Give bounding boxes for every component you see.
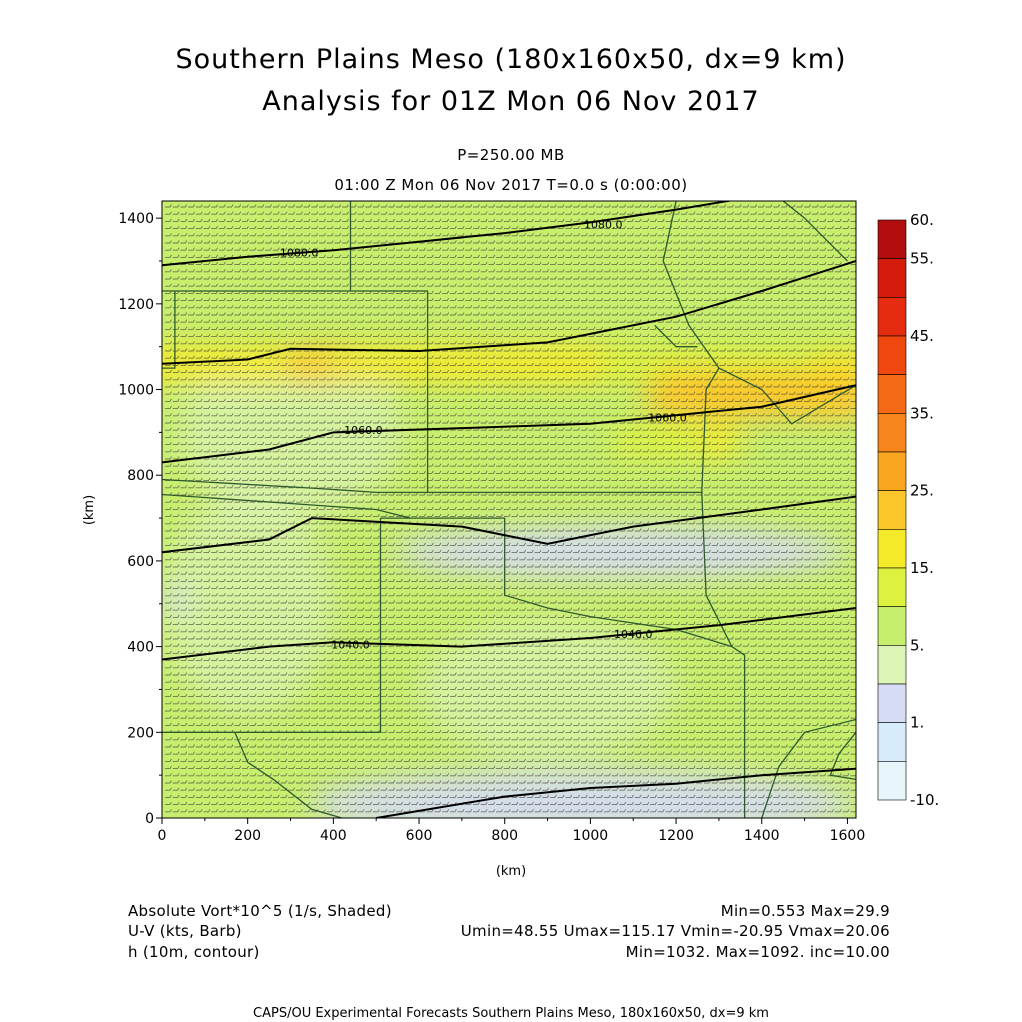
colorbar-label: 1. [910, 714, 924, 732]
chart-title: Southern Plains Meso (180x160x50, dx=9 k… [175, 44, 847, 75]
y-tick-label: 600 [127, 554, 154, 570]
field2-name: U-V (kts, Barb) [128, 922, 242, 940]
vorticity-band [693, 423, 745, 459]
colorbar-bin [877, 413, 907, 453]
colorbar-bin [877, 258, 907, 298]
vorticity-field [162, 201, 856, 818]
field3-range: Min=1032. Max=1092. inc=10.00 [625, 943, 890, 961]
colorbar-label: 60. [910, 211, 934, 229]
footer-credit: CAPS/OU Experimental Forecasts Southern … [253, 1006, 769, 1021]
colorbar-label: 55. [910, 250, 934, 268]
colorbar-bin [877, 490, 907, 530]
colorbar-label: 15. [910, 559, 934, 577]
height-contour-1080.0 [162, 201, 734, 267]
height-contour-1040.0 [162, 607, 856, 661]
x-tick-label: 1000 [573, 828, 609, 844]
y-tick-label: 800 [127, 468, 154, 484]
colorbar-label: 25. [910, 482, 934, 500]
colorbar-bin [877, 606, 907, 646]
state-border [662, 201, 856, 425]
x-tick-label: 200 [234, 828, 261, 844]
y-tick-label: 1400 [118, 211, 154, 227]
height-contour-1050.0 [162, 495, 856, 554]
colorbar-label: 45. [910, 327, 934, 345]
colorbar-bin [877, 567, 907, 607]
y-tick-label: 1200 [118, 297, 154, 313]
contour-label: 1080.0 [280, 246, 319, 259]
colorbar-bin [877, 645, 907, 685]
field1-name: Absolute Vort*10^5 (1/s, Shaded) [128, 902, 392, 920]
state-border [162, 493, 411, 519]
state-border [705, 594, 746, 818]
colorbar-bin [877, 335, 907, 375]
field-light-patch [179, 346, 402, 519]
y-tick-label: 400 [127, 640, 154, 656]
height-contours: 1080.0 1080.0 1060.0 1060.0 1040.0 1040.0 [162, 201, 856, 818]
colorbar-bin [877, 722, 907, 762]
colorbar-bin [877, 219, 907, 259]
state-border [829, 731, 856, 781]
y-axis-label: (km) [82, 495, 97, 525]
field-blobs [162, 344, 856, 818]
y-tick-label: 1000 [118, 383, 154, 399]
state-border [701, 492, 707, 596]
state-border [782, 201, 848, 262]
low-vorticity-west [162, 586, 188, 613]
state-border [761, 718, 856, 818]
x-tick-label: 800 [491, 828, 518, 844]
x-axis-label: (km) [496, 864, 526, 879]
wind-barb-grid [165, 204, 856, 813]
contour-label: 1060.0 [344, 424, 383, 437]
height-contour-1030.0 [376, 767, 856, 818]
pressure-level: P=250.00 MB [457, 146, 565, 164]
height-contour-1060.0 [162, 384, 856, 464]
x-tick-label: 600 [406, 828, 433, 844]
x-tick-label: 1400 [744, 828, 780, 844]
colorbar: 60. 55. 45. 35. 25. 15. 5. 1. -10. [877, 211, 939, 809]
colorbar-bin [877, 451, 907, 491]
valid-time: 01:00 Z Mon 06 Nov 2017 T=0.0 s (0:00:00… [334, 176, 688, 194]
colorbar-bin [877, 297, 907, 337]
state-border [654, 324, 698, 348]
colorbar-label: 35. [910, 404, 934, 422]
state-border [162, 478, 702, 494]
state-border [234, 732, 343, 818]
contour-label: 1040.0 [331, 638, 370, 651]
colorbar-bin [877, 529, 907, 569]
wind-barbs [165, 204, 856, 813]
colorbar-label: 5. [910, 636, 924, 654]
colorbar-bin [877, 374, 907, 414]
x-tick-label: 1600 [830, 828, 866, 844]
y-tick-label: 200 [127, 725, 154, 741]
chart-subtitle: Analysis for 01Z Mon 06 Nov 2017 [262, 86, 760, 117]
plot-frame [161, 200, 857, 819]
colorbar-label: -10. [910, 791, 939, 809]
state-border [162, 290, 429, 493]
field3-name: h (10m, contour) [128, 943, 260, 961]
height-contour-1070.0 [162, 260, 856, 365]
state-border [701, 367, 720, 493]
contour-label: 1040.0 [614, 628, 653, 641]
colorbar-bin [877, 683, 907, 723]
x-tick-label: 0 [158, 828, 167, 844]
x-tick-label: 1200 [658, 828, 694, 844]
chart-plot: 1080.0 1080.0 1060.0 1060.0 1040.0 1040.0 0 20… [82, 200, 939, 879]
axes: 0 200 400 600 800 1000 1200 1400 1600 0 200 400 600 8… [118, 211, 865, 844]
colorbar-bin [877, 761, 907, 801]
field1-range: Min=0.553 Max=29.9 [720, 902, 890, 920]
contour-label: 1060.0 [648, 411, 687, 424]
y-tick-label: 0 [145, 811, 154, 827]
field2-range: Umin=48.55 Umax=115.17 Vmin=-20.95 Vmax=… [460, 922, 890, 940]
contour-label: 1080.0 [584, 219, 623, 232]
x-tick-label: 400 [320, 828, 347, 844]
state-boundaries [162, 201, 856, 818]
state-border [162, 291, 176, 369]
